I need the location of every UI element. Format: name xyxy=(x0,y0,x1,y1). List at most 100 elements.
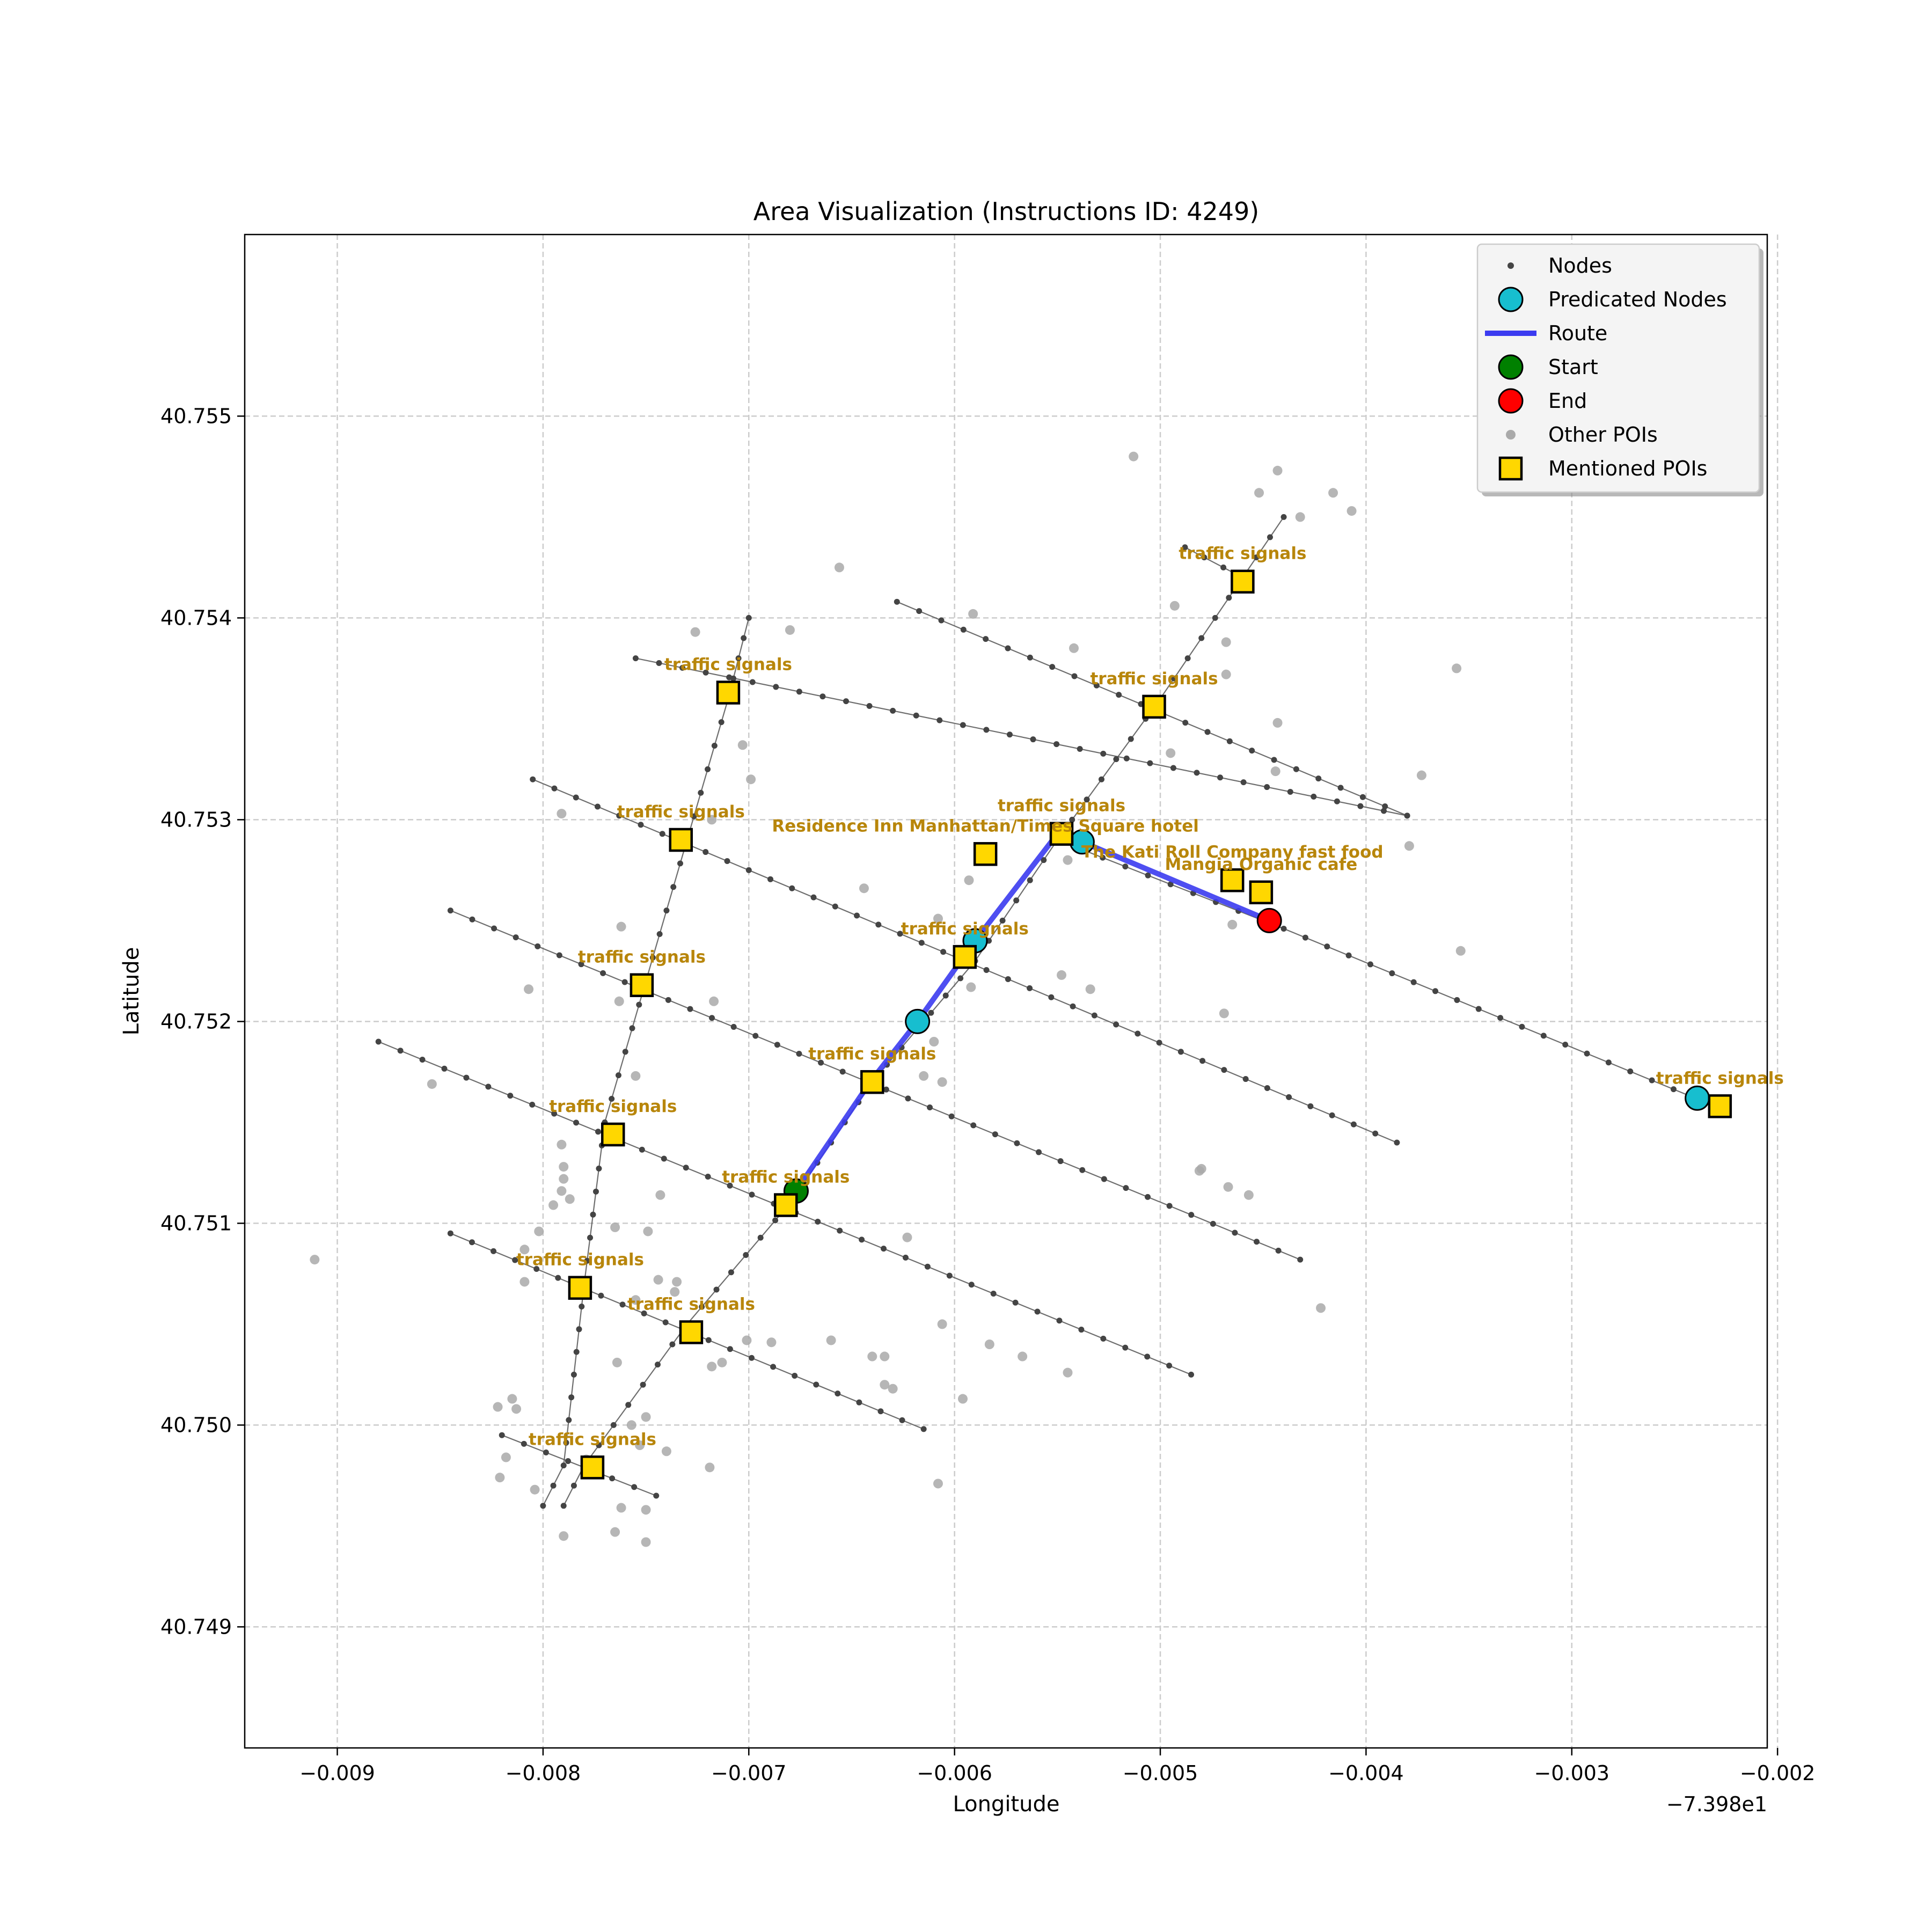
street-node xyxy=(641,1310,647,1316)
mentioned-poi-label: Mangia Organic cafe xyxy=(1165,855,1357,874)
street-node xyxy=(485,1084,492,1090)
street-node xyxy=(579,1304,585,1309)
street-node xyxy=(1036,1149,1042,1155)
street-node xyxy=(927,1104,933,1111)
street-node xyxy=(1404,813,1410,819)
street-node xyxy=(596,1442,602,1448)
street-node xyxy=(856,1399,862,1406)
street-node xyxy=(1249,748,1255,754)
other-poi-dot xyxy=(565,1194,575,1204)
other-poi-dot xyxy=(1404,841,1414,851)
street-node xyxy=(662,1319,669,1326)
other-poi-dot xyxy=(1272,465,1283,475)
street-node xyxy=(1221,1067,1227,1073)
street-node xyxy=(698,789,704,796)
street-node xyxy=(839,1069,846,1075)
street-node xyxy=(890,707,896,714)
street-node xyxy=(813,1381,819,1388)
street-node xyxy=(913,712,919,719)
mentioned-poi-marker xyxy=(973,842,998,866)
street-node xyxy=(677,860,683,867)
street-node xyxy=(615,1072,621,1079)
y-tick-label: 40.749 xyxy=(160,1615,232,1638)
other-poi-dot xyxy=(559,1174,569,1184)
x-tick-label: −0.004 xyxy=(1328,1761,1404,1785)
street-node xyxy=(1329,1112,1335,1118)
street-node xyxy=(1170,765,1176,771)
street-node xyxy=(491,925,497,932)
street-node xyxy=(924,1263,931,1270)
street-node xyxy=(656,660,662,666)
other-poi-dot xyxy=(902,1232,912,1242)
other-poi-dot xyxy=(614,996,624,1006)
other-poi-dot xyxy=(1129,451,1139,462)
end-marker xyxy=(1256,908,1282,933)
street-node xyxy=(1220,564,1227,570)
legend-mentioned-poi-marker xyxy=(1498,456,1523,481)
street-node xyxy=(796,689,802,695)
other-poi-dot xyxy=(610,1527,620,1537)
legend-end-marker xyxy=(1498,388,1524,414)
other-poi-dot xyxy=(1295,512,1305,522)
street-node xyxy=(990,1290,997,1297)
other-poi-dot xyxy=(631,1071,641,1081)
street-node xyxy=(727,1346,733,1352)
other-poi-dot xyxy=(643,1226,653,1236)
legend-label: Start xyxy=(1548,355,1598,379)
street-node xyxy=(1649,1077,1655,1084)
street-node xyxy=(1027,654,1033,661)
street-node xyxy=(960,722,966,728)
other-poi-dot xyxy=(1085,984,1095,994)
street-node xyxy=(918,940,925,946)
mentioned-poi-label: traffic signals xyxy=(529,1430,656,1449)
street-node xyxy=(938,617,945,624)
mentioned-poi-marker xyxy=(716,680,741,705)
street-node xyxy=(1014,1140,1020,1146)
street-node xyxy=(1057,1158,1064,1165)
street-node xyxy=(1005,645,1011,652)
street-node xyxy=(447,908,453,914)
street-node xyxy=(970,1122,977,1129)
street-node xyxy=(1432,988,1439,994)
other-poi-dot xyxy=(867,1351,877,1362)
street-node xyxy=(1212,614,1218,621)
other-poi-dot xyxy=(519,1277,530,1287)
street-node xyxy=(1297,1256,1304,1263)
street-node xyxy=(649,954,656,961)
street-node xyxy=(1123,1185,1129,1191)
mentioned-poi-marker xyxy=(580,1455,605,1480)
street-node xyxy=(1324,943,1330,950)
street-node xyxy=(691,813,697,819)
street-node xyxy=(535,943,541,949)
other-poi-dot xyxy=(557,1186,567,1196)
legend-start-marker xyxy=(1498,354,1524,380)
other-poi-dot xyxy=(834,562,844,573)
legend-predicated-marker xyxy=(1498,287,1524,312)
street-node xyxy=(543,1449,549,1455)
other-poi-dot xyxy=(937,1077,947,1087)
street-node xyxy=(1167,881,1174,888)
street-node xyxy=(770,1364,777,1370)
street-node xyxy=(1012,1299,1019,1306)
street-node xyxy=(1177,1049,1184,1055)
street-node xyxy=(1093,682,1100,689)
street-node xyxy=(1627,1068,1634,1074)
street-node xyxy=(741,635,747,641)
street-node xyxy=(513,934,519,941)
street-node xyxy=(1027,877,1033,883)
street-node xyxy=(957,975,964,982)
street-node xyxy=(665,997,671,1003)
street-node xyxy=(540,1503,546,1509)
street-node xyxy=(705,1174,711,1180)
other-poi-dot xyxy=(1063,1367,1073,1378)
mentioned-poi-label: traffic signals xyxy=(1179,544,1306,564)
street-node xyxy=(1053,741,1060,748)
street-node xyxy=(726,674,733,680)
mentioned-poi-marker xyxy=(669,828,693,852)
street-node xyxy=(1497,1015,1504,1021)
street-node xyxy=(1182,720,1189,726)
street-node xyxy=(640,1381,646,1388)
street-node xyxy=(1410,979,1417,985)
street-node xyxy=(1166,1363,1173,1369)
